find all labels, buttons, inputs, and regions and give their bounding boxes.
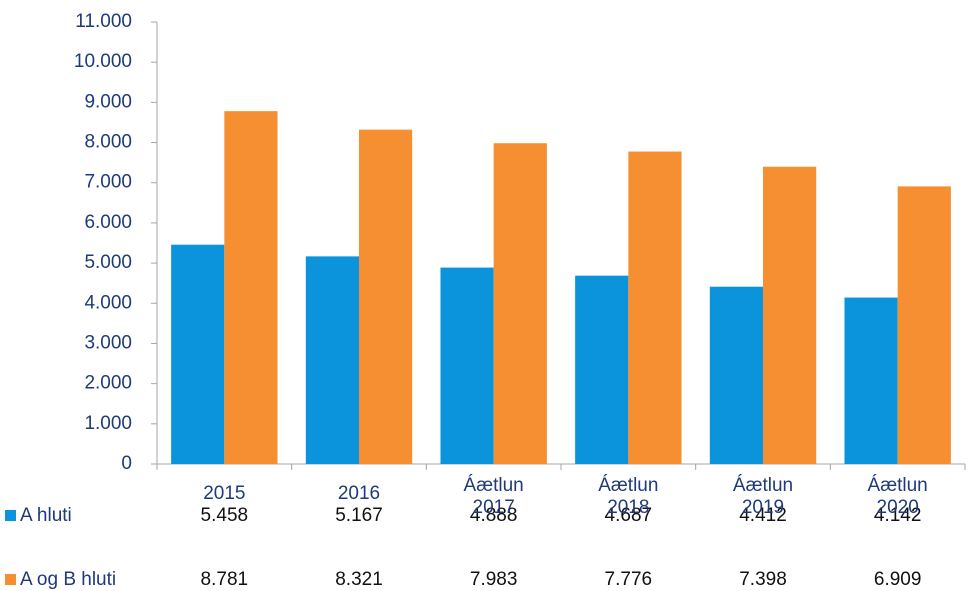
table-value: 7.398 [739, 569, 787, 590]
y-tick-label: 4.000 [84, 292, 132, 313]
legend-swatch [5, 510, 16, 521]
x-tick-label: 2015 [203, 483, 246, 504]
y-tick-label: 8.000 [84, 132, 132, 153]
x-tick-label: Áætlun 2019 [732, 475, 794, 518]
bar [844, 297, 898, 464]
bar [897, 186, 951, 464]
table-value: 8.781 [201, 569, 249, 590]
table-value: 4.412 [739, 505, 787, 526]
y-tick-label: 3.000 [84, 332, 132, 353]
y-tick-label: 6.000 [84, 212, 132, 233]
bar [440, 267, 494, 464]
y-tick-label: 0 [121, 453, 132, 474]
table-value: 7.776 [605, 569, 653, 590]
bar [709, 286, 763, 464]
legend-swatch [5, 574, 16, 585]
bar [224, 111, 278, 464]
table-value: 4.888 [470, 505, 518, 526]
y-tick-label: 11.000 [75, 11, 132, 32]
y-tick-label: 7.000 [84, 172, 132, 193]
table-value: 4.687 [605, 505, 653, 526]
bar [763, 166, 817, 464]
bar [493, 143, 547, 464]
y-tick-label: 5.000 [84, 252, 132, 273]
table-value: 8.321 [335, 569, 383, 590]
table-value: 7.983 [470, 569, 518, 590]
bar [305, 256, 359, 464]
bar [171, 244, 225, 464]
y-tick-label: 1.000 [84, 413, 132, 434]
table-value: 5.458 [201, 505, 249, 526]
table-value: 5.167 [335, 505, 383, 526]
table-value: 6.909 [874, 569, 922, 590]
y-tick-label: 10.000 [74, 51, 132, 72]
x-tick-label: Áætlun 2018 [598, 475, 659, 518]
x-tick-label: Áætlun 2017 [463, 475, 524, 518]
bar [575, 275, 629, 464]
bar [359, 129, 413, 464]
legend-label: A hluti [20, 505, 72, 526]
x-tick-label: Áætlun 2020 [867, 475, 928, 518]
x-tick-label: 2016 [337, 483, 381, 504]
y-tick-label: 2.000 [84, 373, 132, 394]
table-value: 4.142 [874, 505, 922, 526]
y-tick-label: 9.000 [84, 91, 132, 112]
legend-label: A og B hluti [20, 569, 116, 590]
bar [628, 151, 682, 464]
